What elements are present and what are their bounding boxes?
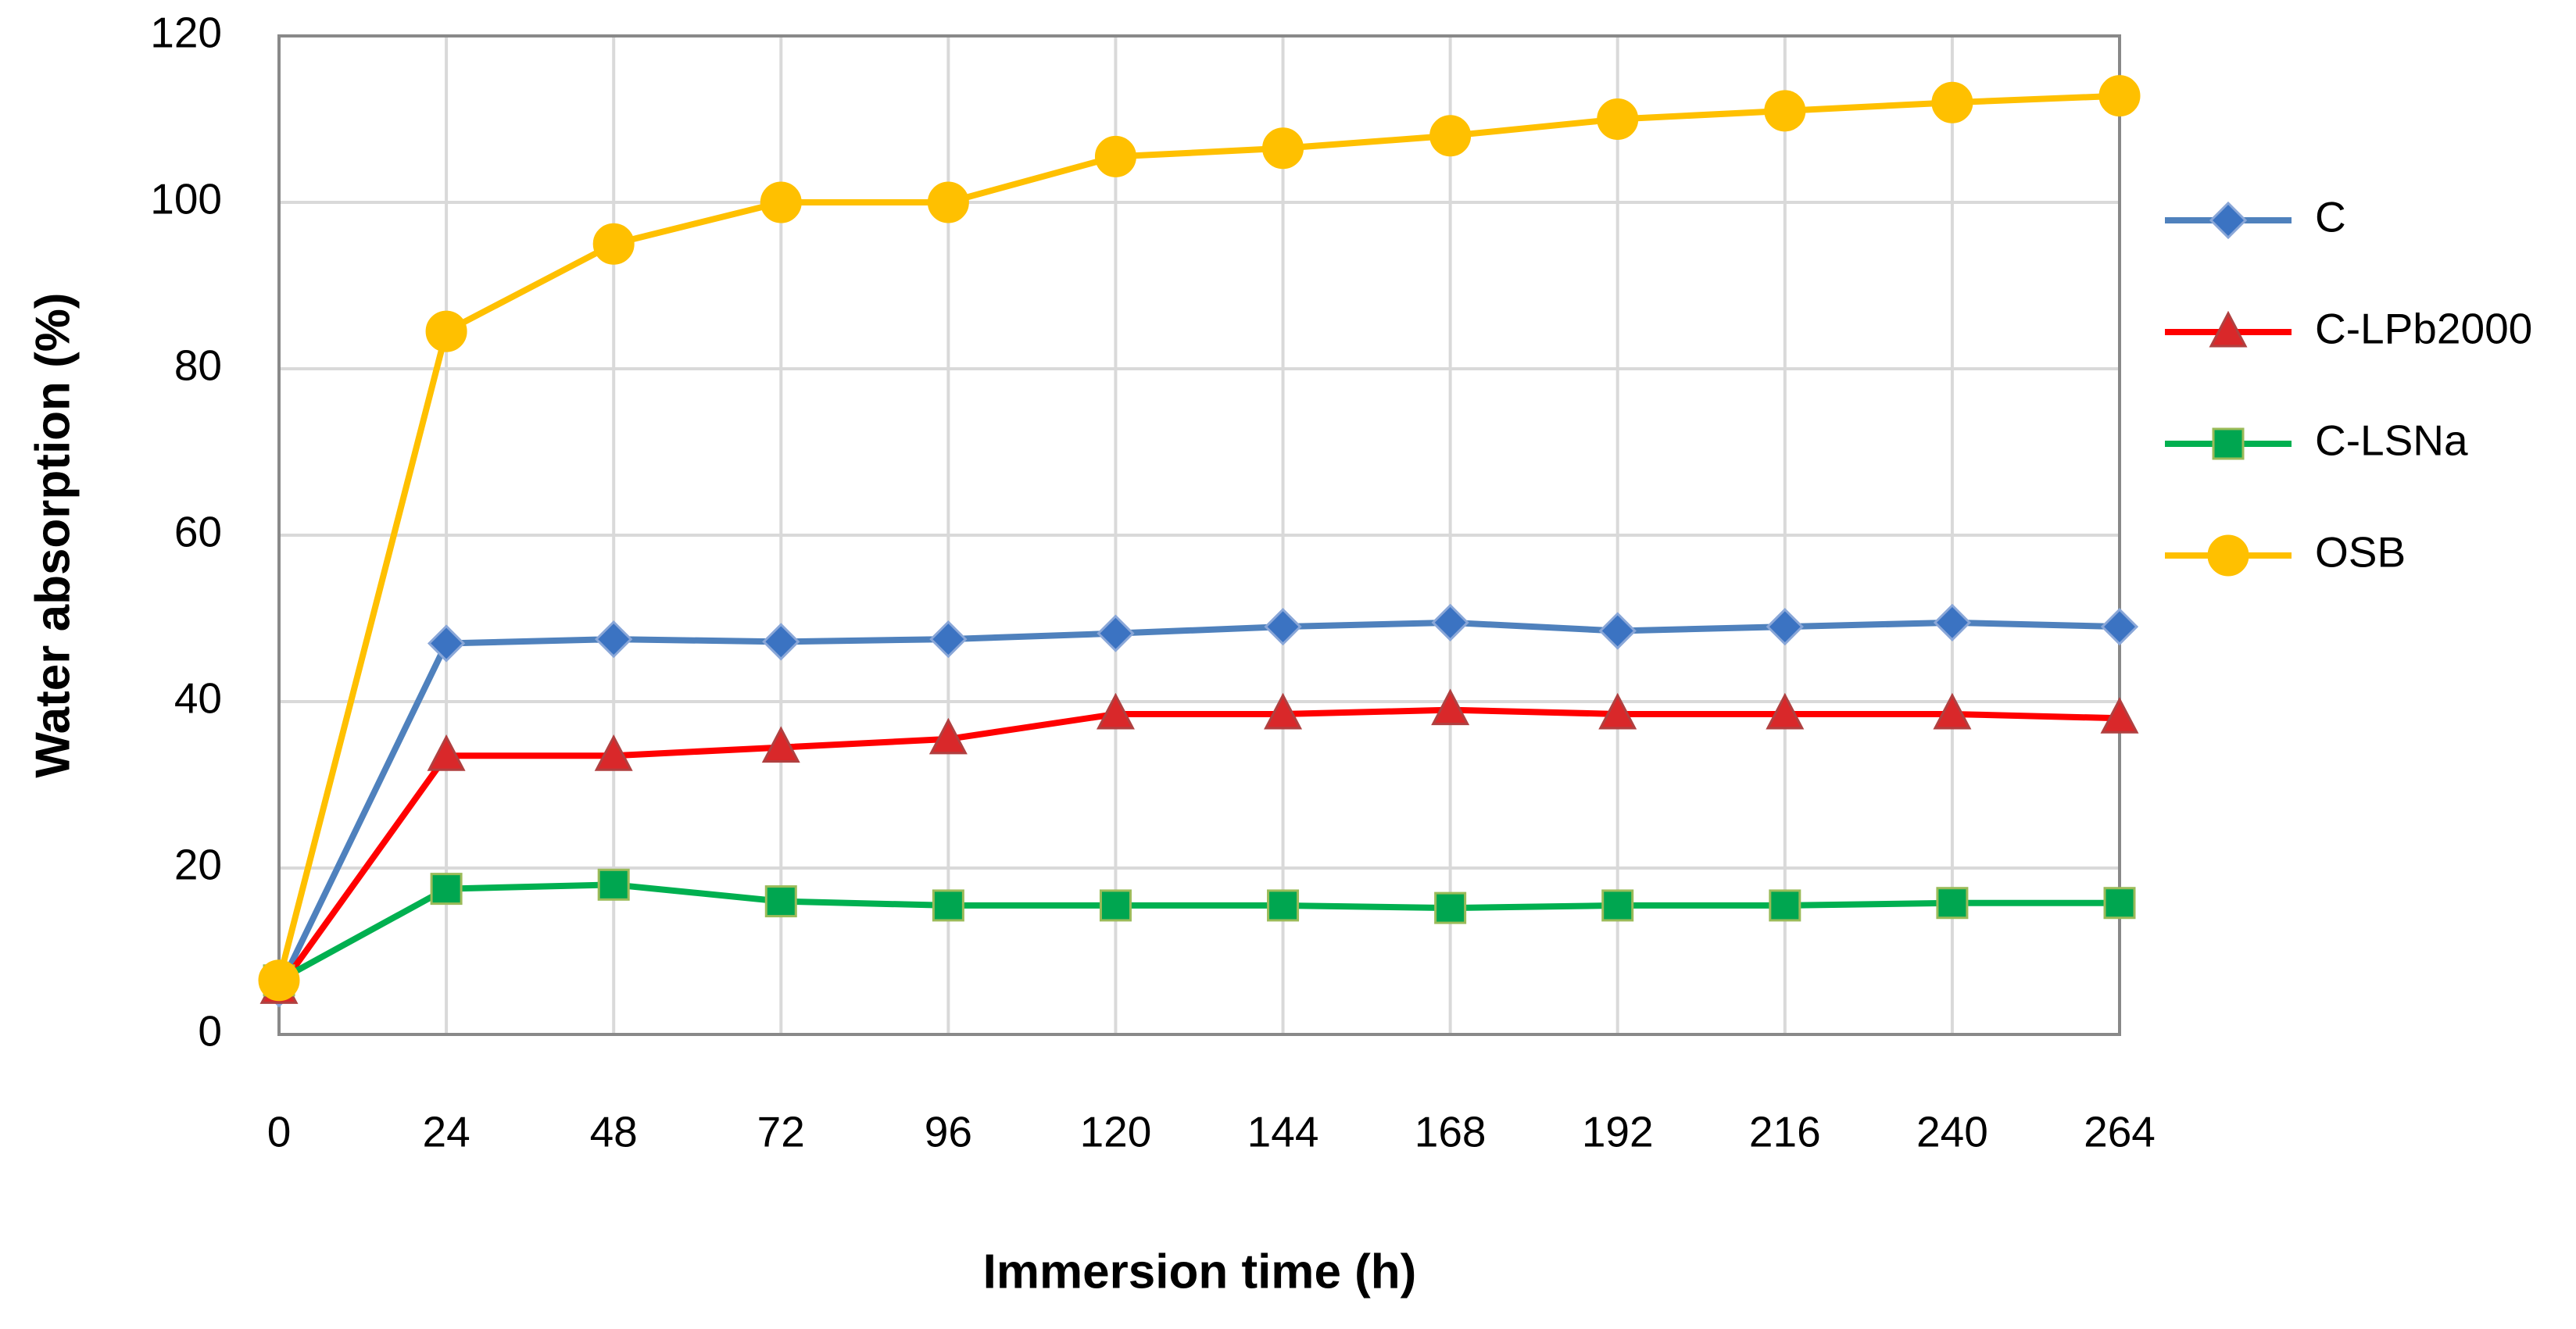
y-tick-label: 100 bbox=[150, 175, 222, 223]
data-point bbox=[761, 726, 800, 763]
data-point bbox=[764, 885, 797, 918]
data-point bbox=[1429, 115, 1472, 157]
data-point bbox=[594, 734, 633, 771]
data-point bbox=[1264, 608, 1302, 646]
y-tick-label: 40 bbox=[174, 674, 222, 723]
data-point bbox=[1598, 692, 1637, 730]
legend-label: C-LPb2000 bbox=[2315, 305, 2532, 353]
x-tick-label: 24 bbox=[422, 1108, 470, 1156]
data-point bbox=[760, 181, 802, 223]
x-tick-label: 96 bbox=[925, 1108, 972, 1156]
data-point bbox=[1931, 81, 1973, 123]
data-point bbox=[1936, 887, 1969, 920]
x-tick-label: 0 bbox=[267, 1108, 292, 1156]
legend-label: C-LSNa bbox=[2315, 416, 2468, 465]
data-point bbox=[1601, 889, 1634, 922]
y-axis-title: Water absorption (%) bbox=[26, 292, 80, 777]
y-tick-label: 60 bbox=[174, 508, 222, 556]
x-tick-label: 240 bbox=[1916, 1108, 1988, 1156]
x-axis-title: Immersion time (h) bbox=[983, 1245, 1417, 1299]
data-point bbox=[1598, 612, 1637, 650]
data-point bbox=[1597, 98, 1639, 140]
data-point bbox=[1096, 692, 1135, 730]
series-line bbox=[276, 706, 2120, 991]
data-point bbox=[1766, 692, 1805, 730]
data-point bbox=[1431, 603, 1469, 641]
data-point bbox=[2098, 75, 2141, 117]
data-point bbox=[1431, 688, 1470, 726]
x-tick-label: 48 bbox=[590, 1108, 638, 1156]
data-point bbox=[1434, 891, 1467, 924]
data-point bbox=[427, 624, 466, 663]
series-line bbox=[276, 92, 2120, 981]
data-point bbox=[595, 620, 633, 659]
data-point bbox=[1099, 889, 1132, 922]
x-tick-label: 264 bbox=[2084, 1108, 2156, 1156]
data-point bbox=[1766, 608, 1804, 646]
legend-label: C bbox=[2315, 193, 2346, 241]
plot-border bbox=[277, 34, 2121, 1036]
legend-marker bbox=[2212, 427, 2245, 460]
data-point bbox=[932, 889, 964, 922]
data-point bbox=[762, 623, 800, 661]
y-tick-label: 120 bbox=[150, 9, 222, 57]
data-point bbox=[928, 717, 968, 755]
data-point bbox=[1262, 127, 1304, 170]
x-tick-label: 120 bbox=[1080, 1108, 1152, 1156]
data-point bbox=[1933, 692, 1972, 730]
data-point bbox=[427, 734, 466, 771]
data-point bbox=[1097, 614, 1135, 652]
legend-label: OSB bbox=[2315, 528, 2406, 577]
data-point bbox=[1764, 90, 1806, 132]
data-point bbox=[1769, 889, 1801, 922]
series-line bbox=[277, 881, 2120, 984]
x-tick-label: 144 bbox=[1247, 1108, 1319, 1156]
x-tick-label: 72 bbox=[757, 1108, 805, 1156]
data-point bbox=[1267, 889, 1300, 922]
legend-marker bbox=[2209, 201, 2248, 240]
data-point bbox=[1264, 692, 1303, 730]
data-point bbox=[2103, 887, 2136, 920]
data-point bbox=[2100, 608, 2139, 646]
data-point bbox=[597, 868, 630, 901]
y-tick-label: 0 bbox=[198, 1007, 222, 1056]
x-tick-label: 216 bbox=[1749, 1108, 1821, 1156]
data-point bbox=[592, 223, 635, 265]
data-point bbox=[430, 873, 463, 906]
data-point bbox=[929, 620, 968, 659]
y-tick-label: 80 bbox=[174, 341, 222, 390]
data-point bbox=[1094, 135, 1136, 177]
data-point bbox=[258, 959, 300, 1002]
data-point bbox=[425, 310, 467, 352]
series-line bbox=[276, 619, 2120, 991]
data-point bbox=[2100, 697, 2139, 734]
data-point bbox=[1933, 603, 1972, 641]
x-tick-label: 192 bbox=[1582, 1108, 1654, 1156]
data-point bbox=[927, 181, 969, 223]
y-tick-label: 20 bbox=[174, 841, 222, 889]
legend-marker bbox=[2207, 534, 2249, 577]
x-tick-label: 168 bbox=[1415, 1108, 1487, 1156]
legend-marker bbox=[2209, 310, 2248, 348]
